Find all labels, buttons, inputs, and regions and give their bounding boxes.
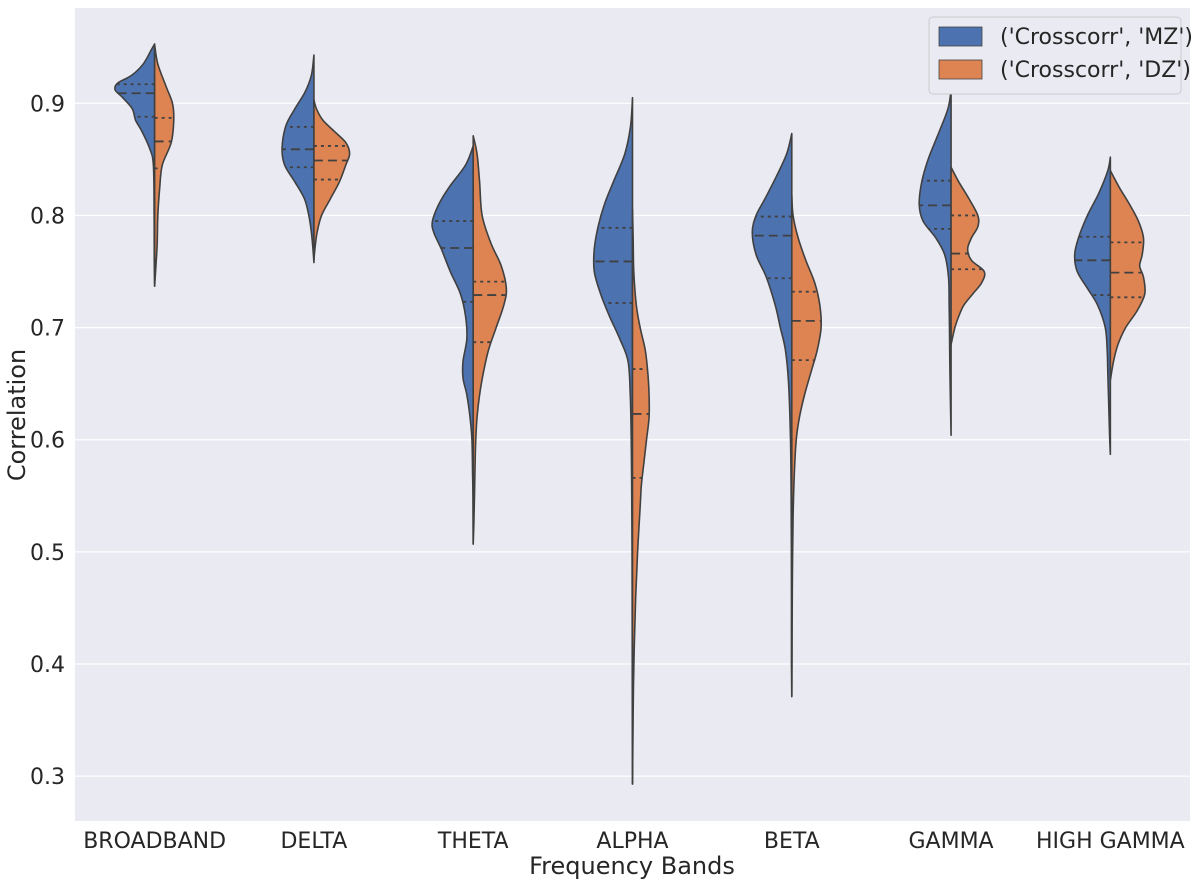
legend-swatch-mz [938, 26, 983, 47]
violin-dz [950, 166, 986, 346]
y-tick-label: 0.4 [30, 653, 65, 678]
y-tick-label: 0.9 [30, 92, 65, 117]
violin-mz [1073, 156, 1112, 456]
violins [113, 43, 1146, 785]
x-tick-label: ALPHA [596, 829, 668, 854]
legend-swatch-dz [938, 59, 983, 80]
legend-box [928, 16, 1182, 95]
x-tick-label: GAMMA [909, 829, 994, 854]
y-tick-label: 0.6 [30, 429, 65, 454]
x-tick-label: HIGH GAMMA [1036, 829, 1185, 854]
x-tick-label: DELTA [280, 829, 347, 854]
y-tick-label: 0.3 [30, 765, 65, 790]
y-tick-label: 0.5 [30, 541, 65, 566]
violin-dz [472, 135, 508, 545]
legend-label-mz: ('Crosscorr', 'MZ') [1000, 25, 1193, 50]
violin-mz [918, 89, 952, 437]
y-axis-label: Correlation [3, 349, 31, 481]
x-tick-label: BETA [764, 829, 820, 854]
violin-dz [631, 209, 651, 785]
violin-mz [281, 54, 315, 264]
violin-dz [153, 44, 175, 287]
y-axis-ticks: 0.3 0.4 0.5 0.6 0.7 0.8 0.9 [30, 92, 65, 790]
x-axis-label: Frequency Bands [529, 852, 735, 880]
violin-mz [431, 145, 475, 545]
x-axis-ticks: BROADBAND DELTA THETA ALPHA BETA GAMMA HIGH GA… [83, 829, 1185, 854]
x-tick-label: THETA [437, 829, 509, 854]
legend: ('Crosscorr', 'MZ') ('Crosscorr', 'DZ') [928, 16, 1193, 95]
y-tick-label: 0.8 [30, 204, 65, 229]
violin-dz [313, 99, 351, 262]
legend-label-dz: ('Crosscorr', 'DZ') [1000, 58, 1191, 83]
y-tick-label: 0.7 [30, 317, 65, 342]
x-tick-label: BROADBAND [83, 829, 226, 854]
